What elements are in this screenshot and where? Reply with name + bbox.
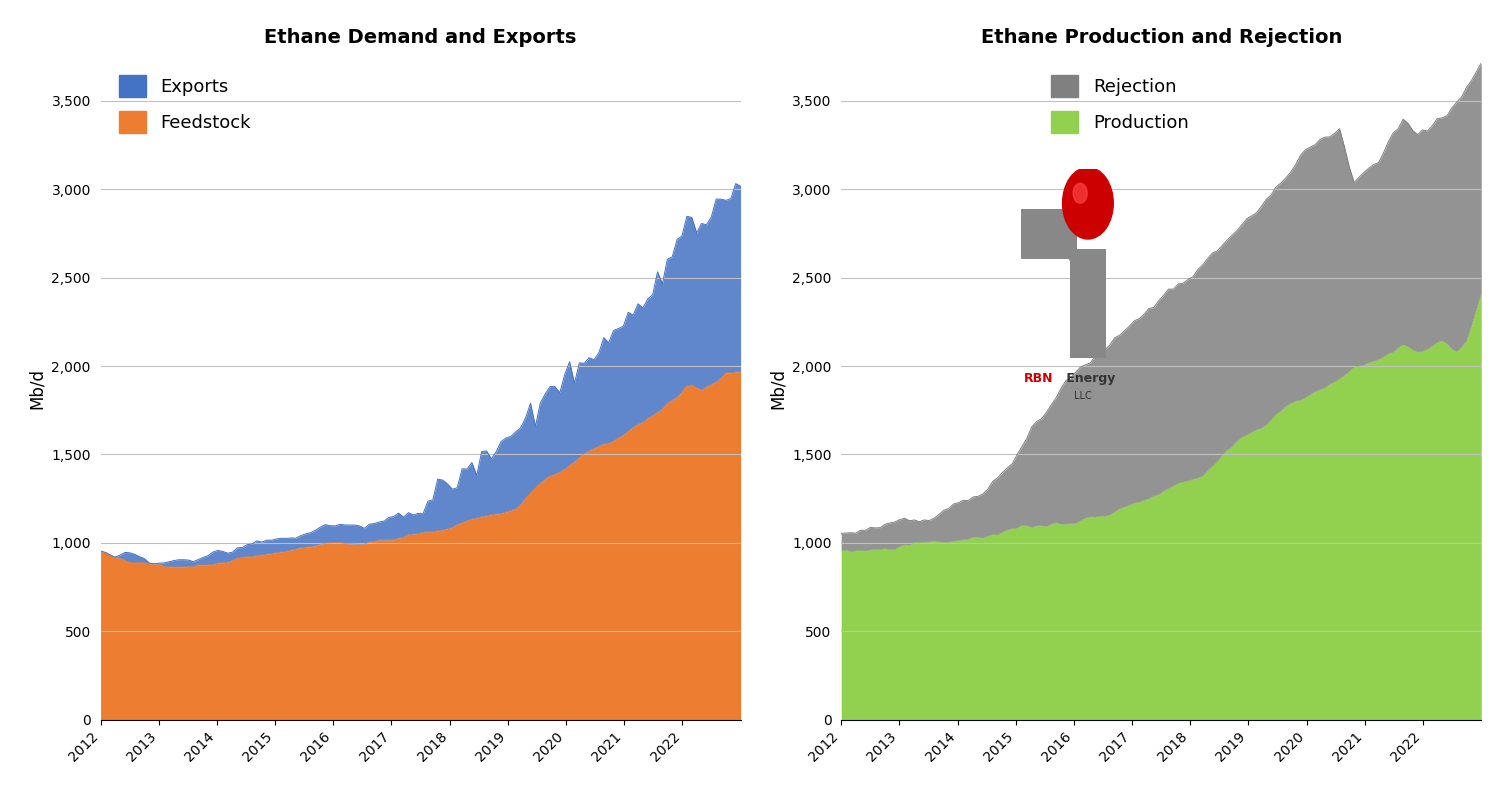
Text: Energy: Energy (1062, 371, 1115, 385)
Legend: Rejection, Production: Rejection, Production (1043, 66, 1198, 143)
Text: LLC: LLC (1023, 391, 1091, 402)
Y-axis label: Mb/d: Mb/d (768, 367, 786, 409)
Text: RBN: RBN (1023, 371, 1053, 385)
Title: Ethane Demand and Exports: Ethane Demand and Exports (264, 28, 576, 47)
Y-axis label: Mb/d: Mb/d (27, 367, 45, 409)
Legend: Exports, Feedstock: Exports, Feedstock (110, 66, 260, 143)
Title: Ethane Production and Rejection: Ethane Production and Rejection (981, 28, 1342, 47)
